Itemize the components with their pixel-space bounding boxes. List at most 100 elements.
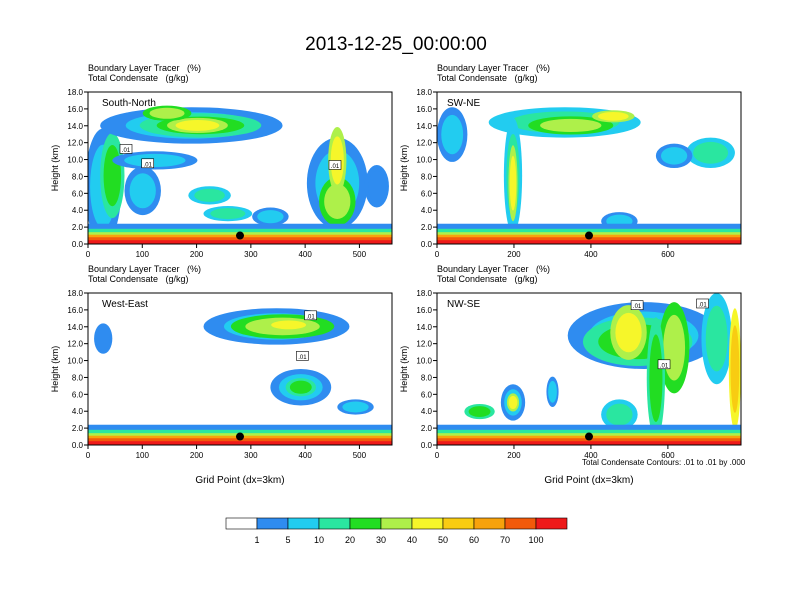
colorbar-label: 60 bbox=[469, 535, 479, 545]
y-tick-label: 14.0 bbox=[416, 323, 432, 332]
y-tick-label: 14.0 bbox=[67, 323, 83, 332]
x-tick-label: 100 bbox=[136, 250, 150, 259]
x-tick-label: 300 bbox=[244, 250, 258, 259]
contour-label-box bbox=[296, 351, 309, 361]
field-cell bbox=[615, 312, 642, 353]
y-tick-label: 8.0 bbox=[421, 373, 433, 382]
panel-name: NW-SE bbox=[447, 299, 480, 310]
contour-label: .01 bbox=[633, 304, 642, 310]
field-cell bbox=[663, 314, 686, 381]
field-cell bbox=[324, 183, 351, 219]
y-tick-label: 4.0 bbox=[72, 206, 84, 215]
x-tick-label: 300 bbox=[244, 451, 258, 460]
contour-label: .01 bbox=[144, 162, 153, 168]
panel-name: SW-NE bbox=[447, 98, 480, 109]
y-tick-label: 10.0 bbox=[416, 156, 432, 165]
x-tick-label: 600 bbox=[661, 250, 675, 259]
contour-label: .01 bbox=[698, 302, 707, 308]
y-tick-label: 12.0 bbox=[416, 139, 432, 148]
field-cell bbox=[289, 380, 312, 394]
x-tick-label: 400 bbox=[298, 250, 312, 259]
contour-footnote: Total Condensate Contours: .01 to .01 by… bbox=[582, 458, 746, 467]
y-tick-label: 14.0 bbox=[67, 122, 83, 131]
y-tick-label: 8.0 bbox=[72, 373, 84, 382]
y-tick-label: 12.0 bbox=[67, 340, 83, 349]
field-cell bbox=[129, 173, 156, 209]
colorbar-swatch bbox=[225, 517, 258, 530]
panel-title-tracer: Boundary Layer Tracer (%) bbox=[437, 264, 550, 274]
panel-title-condensate: Total Condensate (g/kg) bbox=[437, 274, 538, 284]
y-tick-label: 18.0 bbox=[416, 88, 432, 97]
colorbar-label: 20 bbox=[345, 535, 355, 545]
field-cell bbox=[175, 119, 220, 131]
colorbar-label: 1 bbox=[254, 535, 259, 545]
boundary-layer-band bbox=[437, 441, 741, 445]
field-cell bbox=[149, 107, 185, 119]
y-axis-label: Height (km) bbox=[399, 145, 409, 192]
x-tick-label: 100 bbox=[136, 451, 150, 460]
y-axis-label: Height (km) bbox=[50, 346, 60, 393]
x-tick-label: 400 bbox=[298, 451, 312, 460]
contour-label-box bbox=[141, 158, 155, 169]
panel-sw-ne: Boundary Layer Tracer (%)Total Condensat… bbox=[399, 63, 742, 259]
boundary-layer-band bbox=[88, 240, 392, 244]
y-tick-label: 8.0 bbox=[421, 172, 433, 181]
y-tick-label: 2.0 bbox=[72, 424, 84, 433]
field-cell bbox=[508, 395, 518, 410]
x-tick-label: 400 bbox=[584, 250, 598, 259]
field-cell bbox=[548, 380, 557, 403]
x-tick-label: 400 bbox=[584, 451, 598, 460]
panel-title-condensate: Total Condensate (g/kg) bbox=[88, 73, 189, 83]
contour-label-box bbox=[630, 300, 644, 310]
y-tick-label: 0.0 bbox=[72, 441, 84, 450]
y-tick-label: 6.0 bbox=[421, 189, 433, 198]
x-tick-label: 0 bbox=[86, 451, 91, 460]
plot-frame bbox=[87, 91, 393, 245]
field-cell bbox=[730, 325, 740, 413]
y-tick-label: 12.0 bbox=[416, 340, 432, 349]
y-tick-label: 0.0 bbox=[421, 240, 433, 249]
panel-south-north: Boundary Layer Tracer (%)Total Condensat… bbox=[50, 63, 393, 259]
field-cell bbox=[649, 334, 663, 422]
boundary-layer-band bbox=[88, 441, 392, 445]
field-cell bbox=[194, 188, 225, 202]
field-cell bbox=[124, 153, 186, 167]
colorbar: 1 5 10 20 30 40 50 60 70 100 bbox=[225, 517, 568, 545]
y-tick-label: 16.0 bbox=[416, 306, 432, 315]
panel-name: South-North bbox=[102, 98, 156, 109]
field-cell bbox=[705, 305, 728, 372]
contour-label: .01 bbox=[660, 363, 669, 369]
y-tick-label: 10.0 bbox=[67, 357, 83, 366]
x-tick-label: 200 bbox=[507, 250, 521, 259]
plot-frame bbox=[87, 292, 393, 446]
location-marker bbox=[585, 432, 593, 441]
location-marker bbox=[236, 231, 244, 240]
contour-label-box bbox=[119, 144, 133, 154]
contour-label: .01 bbox=[122, 148, 131, 154]
y-tick-label: 6.0 bbox=[72, 390, 84, 399]
x-tick-label: 200 bbox=[190, 250, 204, 259]
field-cell bbox=[597, 111, 629, 121]
colorbar-swatch bbox=[380, 517, 413, 530]
colorbar-label: 30 bbox=[376, 535, 386, 545]
y-tick-label: 4.0 bbox=[421, 206, 433, 215]
x-tick-label: 0 bbox=[435, 451, 440, 460]
colorbar-swatch bbox=[411, 517, 444, 530]
contour-label-box bbox=[304, 310, 317, 321]
contour-label: .01 bbox=[306, 314, 315, 320]
colorbar-swatch bbox=[535, 517, 568, 530]
field-cell bbox=[342, 401, 369, 413]
field-shading bbox=[88, 92, 392, 244]
panel-nw-se: Boundary Layer Tracer (%)Total Condensat… bbox=[399, 264, 742, 486]
contour-label-box bbox=[328, 160, 342, 170]
y-axis-label: Height (km) bbox=[50, 145, 60, 192]
field-cell bbox=[210, 208, 246, 220]
y-tick-label: 2.0 bbox=[421, 223, 433, 232]
x-tick-label: 500 bbox=[353, 250, 367, 259]
panels: Boundary Layer Tracer (%)Total Condensat… bbox=[50, 63, 742, 486]
contour-label-box bbox=[657, 359, 671, 370]
y-tick-label: 2.0 bbox=[72, 223, 84, 232]
field-shading bbox=[437, 293, 741, 445]
plot-frame bbox=[436, 292, 742, 446]
